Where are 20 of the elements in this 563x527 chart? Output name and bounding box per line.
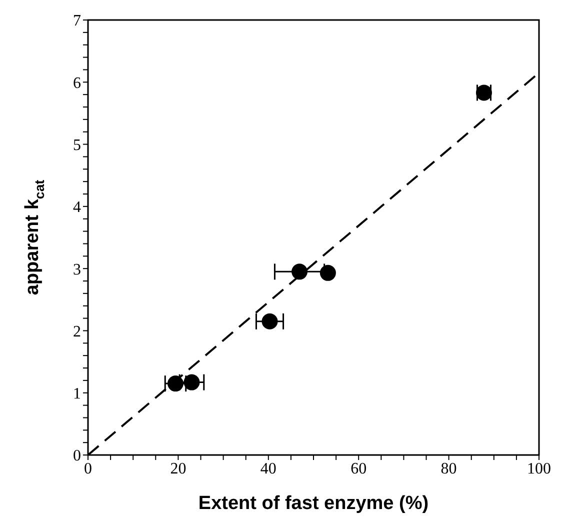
y-tick-label: 2 [73,323,81,340]
y-tick-label: 3 [73,261,81,278]
x-tick-label: 100 [527,460,551,478]
x-tick-label: 80 [440,460,457,478]
y-tick-label: 0 [73,448,81,465]
x-tick-label: 40 [260,460,276,478]
y-tick-label: 1 [73,386,81,403]
point [167,376,184,392]
x-tick-label: 0 [84,460,92,478]
y-tick-label: 4 [73,199,81,216]
point [184,374,200,390]
x-tick-label: 60 [350,460,367,478]
x-axis-title: Extent of fast enzyme (%) [198,493,429,514]
y-tick-label: 5 [73,136,81,154]
y-tick-label: 7 [73,12,81,30]
y-tick-label: 6 [73,74,81,92]
point [320,264,336,281]
point [292,264,308,280]
point [262,313,278,330]
x-tick-label: 20 [170,460,186,478]
